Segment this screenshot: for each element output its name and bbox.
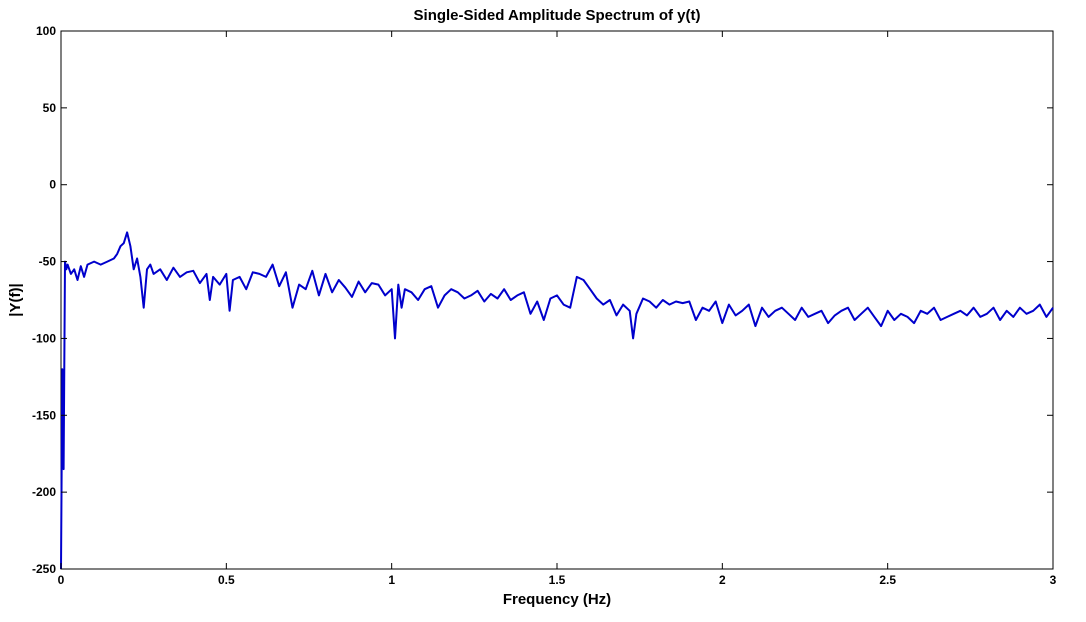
y-tick-label: -50: [39, 255, 57, 269]
y-axis: 100 50 0 -50 -100 -150 -200 -250: [32, 24, 1053, 576]
y-tick-label: -200: [32, 485, 56, 499]
chart-title: Single-Sided Amplitude Spectrum of y(t): [414, 7, 701, 24]
y-tick-label: -100: [32, 331, 56, 345]
x-axis-title: Frequency (Hz): [503, 591, 611, 608]
x-tick-label: 1: [388, 573, 395, 587]
x-axis: 0 0.5 1 1.5 2 2.5 3: [58, 31, 1057, 587]
y-tick-label: 50: [43, 101, 57, 115]
x-tick-label: 3: [1050, 573, 1057, 587]
x-tick-label: 0.5: [218, 573, 235, 587]
spectrum-line: [60, 231, 1054, 570]
y-tick-label: 0: [49, 178, 56, 192]
x-tick-label: 1.5: [549, 573, 566, 587]
y-axis-title: |Y(f)|: [7, 283, 24, 316]
y-tick-label: -150: [32, 408, 56, 422]
plot-area: [60, 30, 1054, 570]
x-tick-label: 2.5: [879, 573, 896, 587]
x-tick-label: 0: [58, 573, 65, 587]
x-tick-label: 2: [719, 573, 726, 587]
series-group: [60, 231, 1054, 570]
y-tick-label: 100: [36, 24, 56, 38]
y-tick-label: -250: [32, 562, 56, 576]
